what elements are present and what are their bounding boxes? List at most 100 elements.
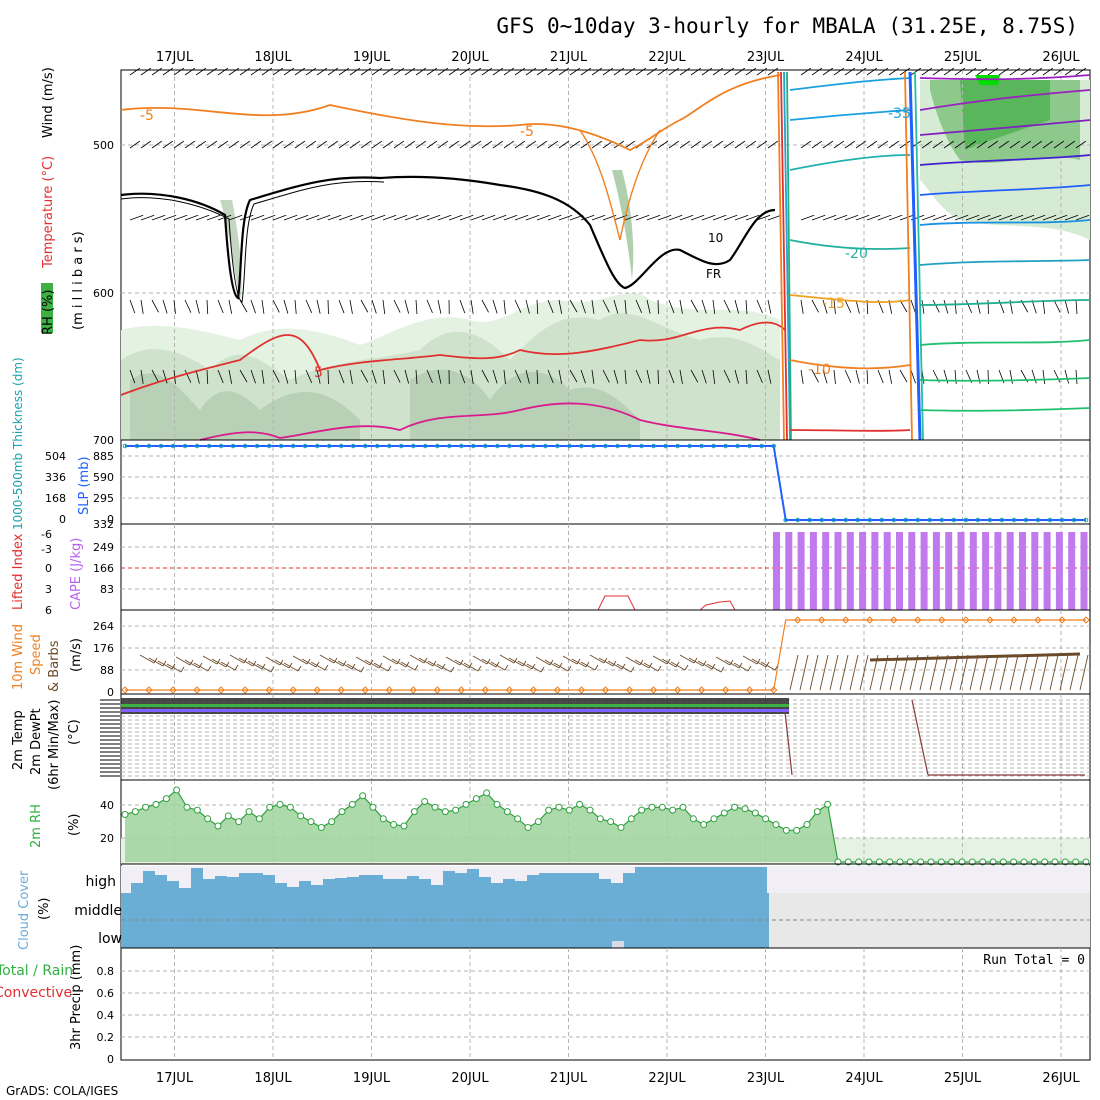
wind-speed-point — [1058, 616, 1066, 624]
cape-bar — [797, 532, 805, 610]
slp-point — [963, 517, 969, 523]
y-tick: 40 — [100, 799, 114, 812]
slp-point — [639, 443, 644, 449]
rh2m-point — [369, 803, 377, 811]
rh2m-point — [669, 806, 677, 814]
y-tick-left: -6 — [41, 528, 52, 541]
y-tick-right: 885 — [93, 450, 114, 463]
cape-bar — [908, 532, 916, 610]
rh2m-point — [689, 815, 697, 823]
cloud-high-bar — [587, 873, 599, 893]
slp-point — [218, 443, 224, 449]
wind-speed-point — [457, 686, 466, 694]
cloud-high-bar — [563, 873, 575, 893]
cloud-high-bar — [599, 879, 611, 893]
rh2m-point — [648, 803, 656, 811]
wind-speed-point — [121, 686, 129, 694]
slp-point — [579, 443, 584, 449]
slp-point — [386, 443, 392, 449]
rh2m-point — [679, 803, 687, 811]
slp-point — [266, 443, 272, 449]
cloud-high-bar — [719, 867, 731, 893]
y-tick-right: 590 — [93, 471, 114, 484]
ylabel-rh-unit: (%) — [67, 814, 82, 837]
cloud-high-bar — [359, 875, 371, 893]
y-tick-right: 295 — [93, 492, 114, 505]
y-tick: 0.8 — [97, 965, 115, 978]
rh2m-point — [152, 800, 160, 808]
wind-speed-point — [505, 686, 514, 694]
rh2m-point — [565, 806, 573, 814]
rh2m-point — [824, 800, 832, 808]
y-tick-right: 332 — [93, 518, 114, 531]
slp-point — [230, 443, 236, 449]
slp-point — [591, 443, 596, 449]
ylabel-2m-dewpt: 2m DewPt — [29, 708, 44, 775]
cloud-high-bar — [515, 881, 527, 893]
ylabel-slp: SLP (mb) — [77, 456, 92, 515]
ylabel-wind: Wind (m/s) — [41, 67, 56, 138]
rh2m-point — [276, 800, 284, 808]
rh2m-point — [204, 815, 212, 823]
upper-wind-barbs — [129, 67, 1090, 385]
cloud-high-bar — [743, 867, 755, 893]
cloud-high-bar — [311, 885, 323, 893]
upper-air-panel: -5 -5 -35 -20 -15 -10 10 5 FR 500 600 70… — [41, 67, 1091, 447]
rh2m-point — [441, 808, 449, 816]
wind-speed-point — [409, 686, 418, 694]
cloud-high-bar — [167, 881, 179, 893]
rh2m-area — [125, 790, 1086, 862]
slp-point — [699, 443, 704, 449]
ylabel-cloud-unit: (%) — [37, 898, 52, 921]
cloud-high-bar — [335, 878, 347, 893]
cloud-high-bar — [347, 877, 359, 893]
slp-point — [675, 443, 680, 449]
date-label: 23JUL — [747, 50, 785, 65]
rh2m-point — [803, 821, 811, 829]
wind-speed-point — [169, 686, 177, 694]
rh2m-point — [762, 815, 770, 823]
rh2m-point — [131, 808, 139, 816]
wind-speed-point — [938, 616, 946, 624]
slp-point — [1035, 517, 1041, 523]
wind-speed-point — [673, 686, 682, 694]
cloud-high-bar — [647, 867, 659, 893]
slp-point — [314, 443, 320, 449]
cloud-high-bar — [479, 877, 491, 893]
rh2m-point — [751, 809, 759, 817]
cape-bar — [969, 532, 977, 610]
slp-point — [771, 443, 776, 449]
slp-point — [735, 443, 740, 449]
cape-bar — [822, 532, 830, 610]
slp-point — [362, 443, 368, 449]
slp-point — [194, 443, 200, 449]
slp-point — [663, 443, 668, 449]
rh2m-point — [173, 786, 181, 794]
slp-point — [206, 443, 212, 449]
cloud-high-bar — [179, 888, 191, 893]
date-label: 23JUL — [747, 1071, 785, 1086]
y-tick: 0.6 — [97, 987, 115, 1000]
rh2m-point — [731, 803, 739, 811]
slp-point — [555, 443, 560, 449]
slp-point — [831, 517, 837, 523]
rh2m-panel: 40 20 2m RH (%) — [29, 779, 1091, 866]
cloud-high-bar — [527, 875, 539, 893]
y-tick-left: 0 — [45, 562, 52, 575]
cape-bar — [785, 532, 793, 610]
rh2m-point — [545, 806, 553, 814]
cloud-high-bar — [299, 881, 311, 893]
ylabel-thickness: 1000-500mb Thickness (dm) — [11, 357, 25, 530]
wind-speed-point — [890, 616, 898, 624]
wind-speed-point — [601, 686, 610, 694]
date-label: 20JUL — [451, 1071, 489, 1086]
cape-bar — [1068, 532, 1076, 610]
rh2m-point — [627, 815, 635, 823]
slp-point — [687, 443, 692, 449]
cloud-high-bar — [611, 883, 623, 893]
y-tick-right: 0 — [107, 513, 114, 526]
precip-panel: Run Total = 0 0.8 0.6 0.4 0.2 0 Total / … — [0, 945, 1091, 1066]
y-tick: 700 — [93, 434, 114, 447]
slp-point — [1023, 517, 1029, 523]
